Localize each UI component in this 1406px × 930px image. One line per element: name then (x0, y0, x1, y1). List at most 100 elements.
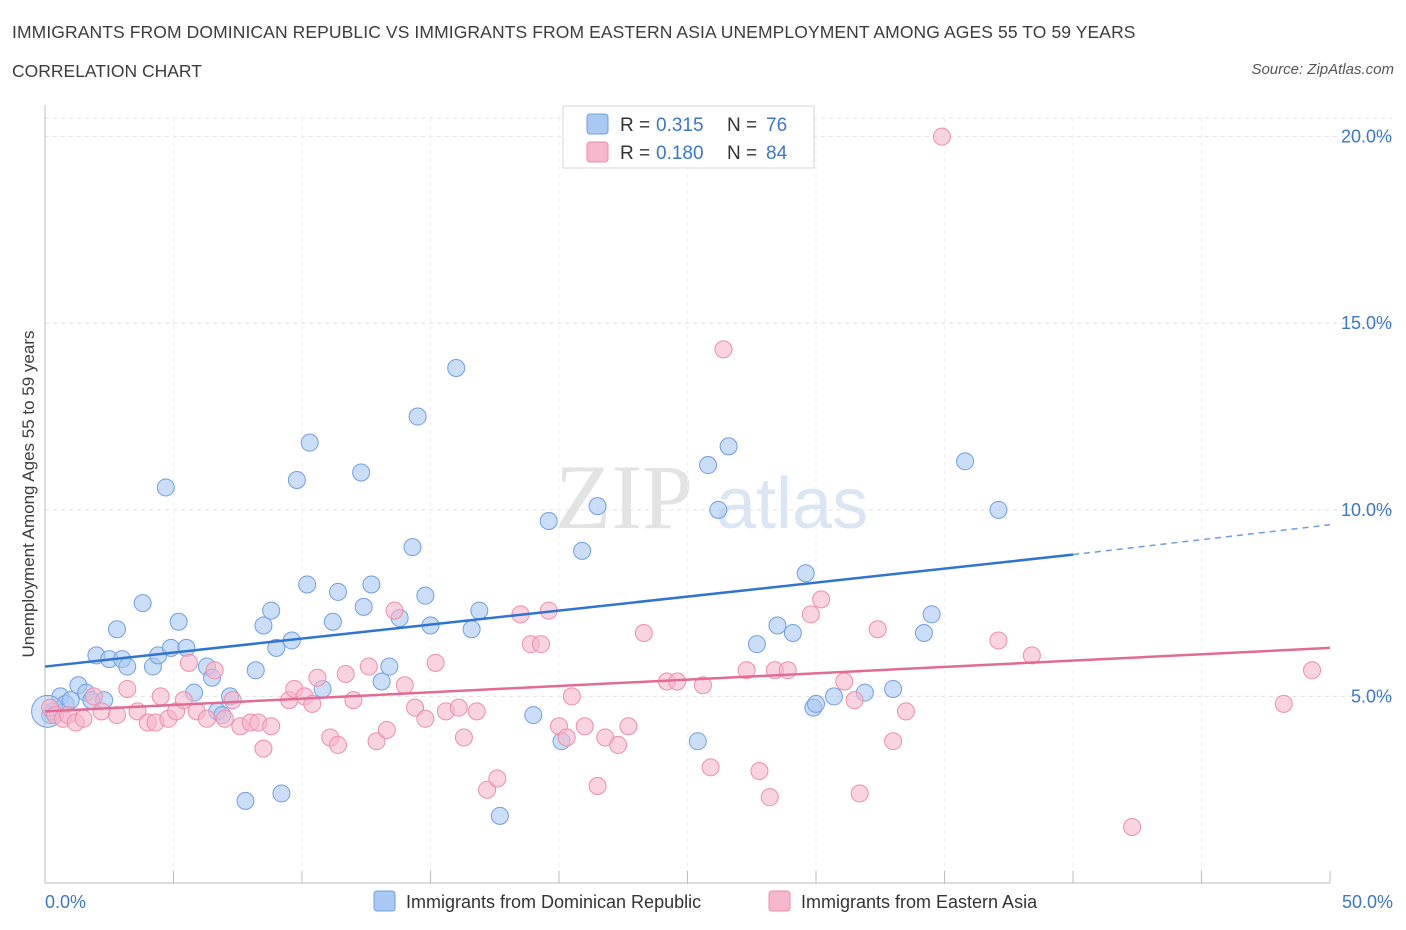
eastern-asia-point (714, 340, 733, 359)
eastern-asia-point (868, 620, 887, 639)
eastern-asia-point (801, 605, 820, 624)
stats-legend-swatch-blue (586, 113, 609, 135)
eastern-asia-point (215, 709, 234, 728)
dominican-point (298, 575, 317, 594)
y-tick-label: 15.0% (1341, 313, 1392, 333)
eastern-asia-point (884, 732, 903, 751)
eastern-asia-point (262, 717, 281, 736)
dominican-point (524, 706, 543, 725)
dominican-point (462, 620, 481, 639)
dominican-point (107, 620, 126, 639)
dominican-point (61, 691, 80, 710)
eastern-asia-point (845, 691, 864, 710)
eastern-asia-point (737, 661, 756, 680)
eastern-asia-point (395, 676, 414, 695)
stats-n-label-1: N = (727, 115, 757, 136)
eastern-asia-point (488, 769, 507, 788)
dominican-point (783, 623, 802, 642)
x-tick-labels: 0.0% 50.0% (45, 892, 1393, 912)
dominican-point (408, 407, 427, 426)
legend-swatch-dominican (373, 890, 396, 912)
dominican-point (177, 638, 196, 657)
dominican-point (380, 657, 399, 676)
eastern-asia-point (562, 687, 581, 706)
y-tick-labels: 5.0% 10.0% 15.0% 20.0% (1341, 127, 1392, 707)
eastern-asia-point (406, 698, 425, 717)
y-axis-label: Unemployment Among Ages 55 to 59 years (19, 331, 38, 658)
eastern-asia-point (426, 653, 445, 672)
y-tick-label: 10.0% (1341, 500, 1392, 520)
dominican-point (956, 452, 975, 471)
stats-r-value-1: 0.315 (656, 115, 704, 136)
eastern-asia-point (701, 758, 720, 777)
dominican-point (688, 732, 707, 751)
stats-r-label-1: R = (620, 115, 650, 136)
eastern-asia-point (575, 717, 594, 736)
eastern-asia-point (416, 709, 435, 728)
eastern-asia-point (835, 672, 854, 691)
eastern-asia-point (118, 679, 137, 698)
eastern-asia-point (308, 668, 327, 687)
dominican-point (447, 359, 466, 378)
eastern-asia-point (896, 702, 915, 721)
eastern-asia-point (850, 784, 869, 803)
eastern-asia-point (92, 702, 111, 721)
dominican-point (133, 594, 152, 613)
series-legend: Immigrants from Dominican Republic Immig… (373, 890, 1038, 912)
eastern-asia-point (303, 694, 322, 713)
legend-label-eastern-asia: Immigrants from Eastern Asia (801, 892, 1038, 912)
dominican-point (807, 694, 825, 713)
dominican-point (354, 597, 373, 616)
dominican-point (118, 657, 137, 676)
dominican-point (352, 463, 371, 482)
stats-r-value-2: 0.180 (656, 143, 704, 164)
stats-n-label-2: N = (727, 143, 757, 164)
dominican-point (236, 791, 255, 810)
dominican-point (246, 661, 265, 680)
stats-legend-swatch-pink (586, 141, 609, 163)
chart-title: IMMIGRANTS FROM DOMINICAN REPUBLIC VS IM… (12, 22, 1136, 42)
eastern-asia-point (454, 728, 473, 747)
dominican-point (768, 616, 787, 635)
dominican-point (914, 623, 933, 642)
dominican-point (328, 582, 347, 601)
chart-subtitle: CORRELATION CHART (12, 61, 202, 81)
eastern-asia-point (377, 721, 396, 739)
eastern-asia-point (989, 631, 1008, 650)
eastern-asia-point (385, 601, 404, 620)
eastern-asia-point (532, 635, 551, 654)
eastern-asia-point (557, 728, 576, 747)
watermark: ZIP atlas (555, 446, 868, 548)
dominican-point (416, 586, 435, 605)
dominican-point (709, 500, 728, 519)
watermark-zip: ZIP (555, 446, 693, 548)
eastern-asia-point (932, 127, 951, 146)
eastern-asia-point (750, 762, 769, 781)
dominican-point (362, 575, 381, 594)
dominican-point (539, 512, 558, 531)
eastern-asia-point (467, 702, 486, 721)
dominican-point (262, 601, 281, 620)
eastern-asia-point (151, 687, 170, 706)
dominican-point (922, 605, 941, 624)
dominican-point (323, 612, 342, 631)
eastern-asia-point (693, 676, 712, 695)
dominican-point (156, 478, 175, 497)
eastern-asia-point (205, 661, 224, 680)
eastern-asia-point (812, 590, 831, 609)
eastern-asia-point (1274, 694, 1293, 713)
eastern-asia-point (449, 698, 468, 717)
eastern-asia-point (634, 623, 653, 642)
eastern-asia-point (336, 665, 355, 684)
legend-swatch-eastern-asia (768, 890, 791, 912)
dominican-point (747, 635, 766, 654)
eastern-asia-point (478, 780, 497, 799)
dominican-point (272, 784, 291, 803)
dominican-point (573, 541, 592, 560)
dominican-point (699, 456, 718, 475)
dominican-point (490, 806, 509, 825)
eastern-asia-point (609, 735, 628, 754)
source-credit: Source: ZipAtlas.com (1251, 61, 1394, 78)
dominican-point (254, 616, 273, 635)
